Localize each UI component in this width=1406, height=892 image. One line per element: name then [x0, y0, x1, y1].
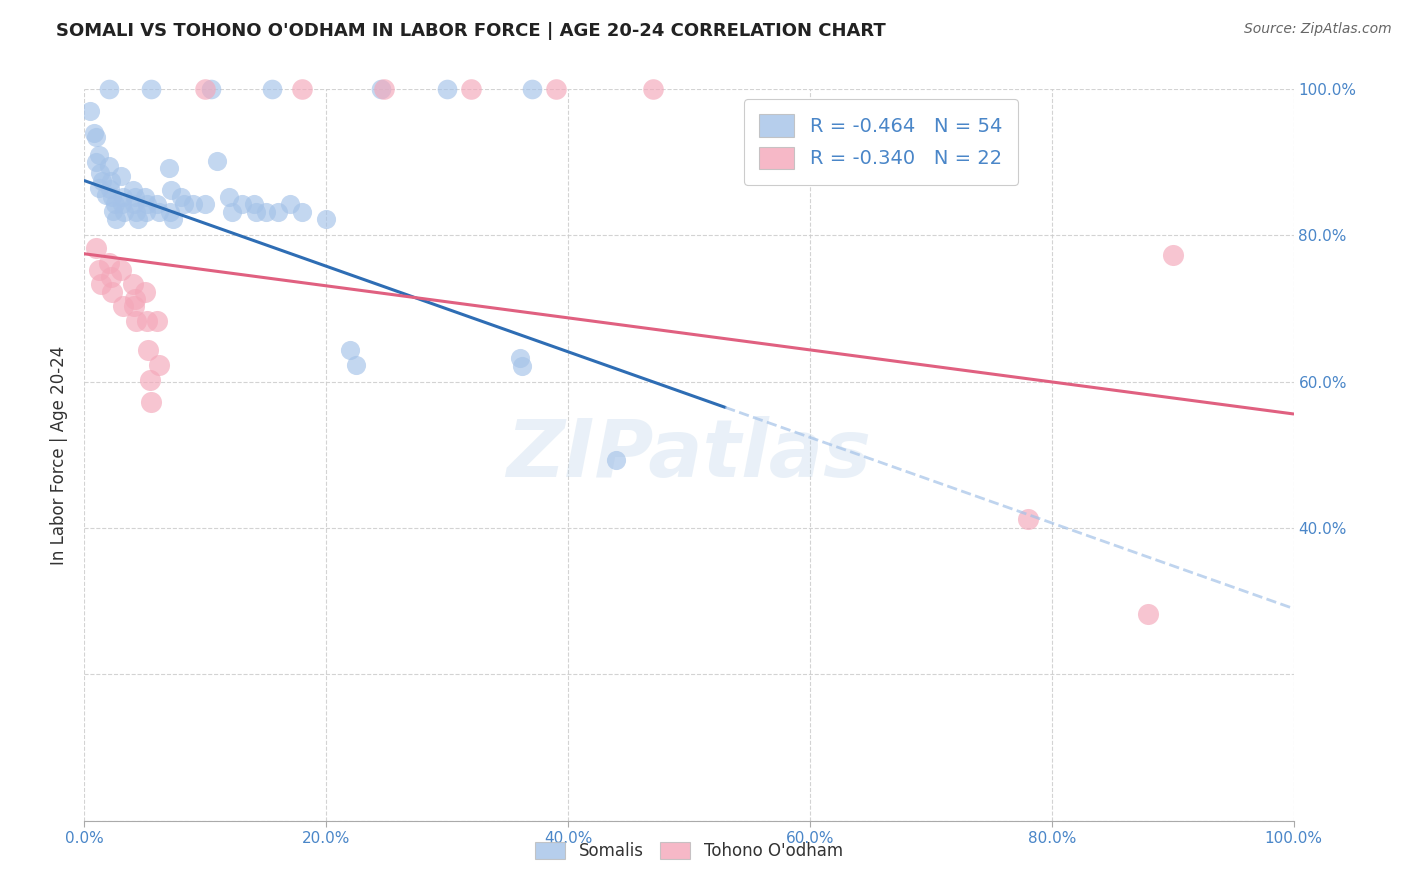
- Point: [200, 82, 222, 96]
- Point: [104, 212, 127, 227]
- Point: [221, 205, 243, 219]
- Point: [346, 358, 368, 372]
- Point: [112, 190, 135, 204]
- Point: [170, 190, 193, 204]
- Point: [101, 285, 124, 299]
- Point: [89, 166, 111, 180]
- Point: [134, 190, 156, 204]
- Point: [121, 183, 143, 197]
- Point: [97, 82, 120, 96]
- Point: [136, 314, 159, 328]
- Point: [245, 205, 267, 219]
- Point: [1017, 511, 1039, 525]
- Point: [87, 263, 110, 277]
- Point: [605, 453, 627, 467]
- Point: [101, 190, 124, 204]
- Point: [436, 82, 458, 96]
- Point: [110, 169, 132, 183]
- Point: [83, 126, 105, 140]
- Point: [138, 343, 160, 358]
- Point: [254, 205, 277, 219]
- Point: [121, 277, 143, 292]
- Point: [98, 182, 121, 196]
- Point: [544, 82, 567, 96]
- Point: [148, 205, 170, 219]
- Point: [339, 343, 361, 358]
- Point: [315, 212, 337, 227]
- Point: [122, 197, 145, 211]
- Point: [157, 161, 180, 176]
- Text: ZIPatlas: ZIPatlas: [506, 416, 872, 494]
- Point: [79, 104, 101, 119]
- Point: [86, 241, 108, 255]
- Point: [139, 394, 162, 409]
- Point: [1137, 607, 1160, 621]
- Point: [103, 204, 125, 219]
- Point: [127, 212, 149, 227]
- Point: [104, 197, 127, 211]
- Legend: Somalis, Tohono O'odham: Somalis, Tohono O'odham: [529, 836, 849, 867]
- Point: [139, 82, 162, 96]
- Text: Source: ZipAtlas.com: Source: ZipAtlas.com: [1244, 22, 1392, 37]
- Point: [86, 155, 108, 169]
- Point: [267, 205, 290, 219]
- Point: [100, 270, 122, 285]
- Point: [97, 159, 120, 173]
- Text: SOMALI VS TOHONO O'ODHAM IN LABOR FORCE | AGE 20-24 CORRELATION CHART: SOMALI VS TOHONO O'ODHAM IN LABOR FORCE …: [56, 22, 886, 40]
- Point: [520, 82, 543, 96]
- Point: [124, 292, 146, 306]
- Point: [231, 197, 253, 211]
- Point: [87, 181, 110, 195]
- Point: [97, 255, 120, 269]
- Point: [278, 197, 301, 211]
- Point: [94, 188, 117, 202]
- Point: [173, 197, 195, 211]
- Point: [124, 190, 146, 204]
- Point: [136, 197, 159, 211]
- Point: [91, 173, 114, 188]
- Point: [460, 82, 482, 96]
- Point: [162, 212, 184, 227]
- Point: [291, 82, 314, 96]
- Point: [181, 197, 204, 211]
- Point: [146, 197, 169, 211]
- Point: [110, 263, 132, 277]
- Point: [90, 277, 112, 292]
- Point: [370, 82, 392, 96]
- Point: [134, 285, 156, 299]
- Point: [160, 183, 183, 197]
- Point: [112, 205, 135, 219]
- Point: [146, 314, 169, 328]
- Point: [111, 197, 134, 211]
- Point: [87, 148, 110, 162]
- Point: [100, 173, 122, 188]
- Point: [122, 300, 145, 314]
- Point: [148, 358, 170, 372]
- Point: [135, 205, 157, 219]
- Point: [641, 82, 664, 96]
- Point: [218, 190, 240, 204]
- Point: [1161, 248, 1184, 262]
- Point: [260, 82, 283, 96]
- Point: [207, 153, 229, 168]
- Point: [509, 351, 531, 365]
- Y-axis label: In Labor Force | Age 20-24: In Labor Force | Age 20-24: [51, 345, 69, 565]
- Point: [112, 300, 135, 314]
- Point: [373, 82, 395, 96]
- Point: [194, 82, 217, 96]
- Point: [138, 373, 160, 387]
- Point: [86, 129, 108, 144]
- Point: [125, 205, 148, 219]
- Point: [125, 314, 148, 328]
- Point: [159, 205, 181, 219]
- Point: [291, 205, 314, 219]
- Point: [242, 197, 264, 211]
- Point: [510, 359, 533, 373]
- Point: [194, 197, 217, 211]
